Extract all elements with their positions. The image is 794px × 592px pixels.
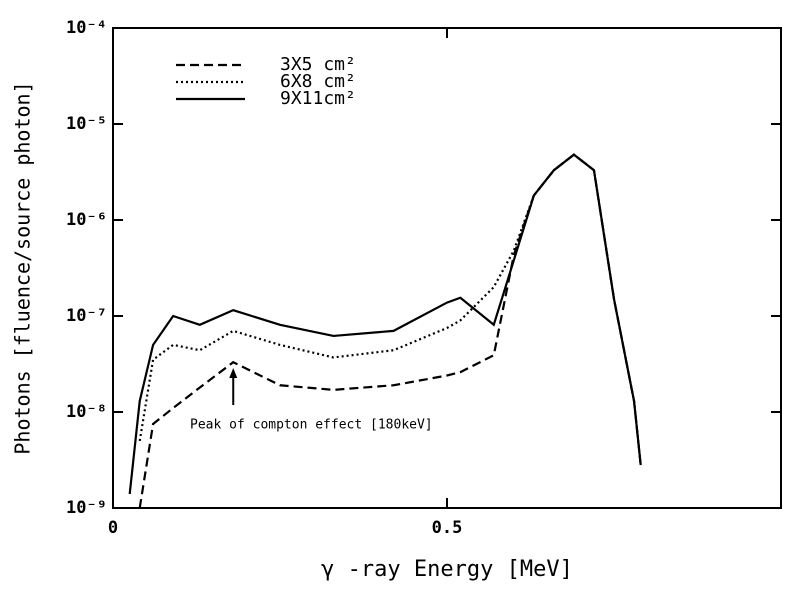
annotation-arrowhead [229,368,238,378]
y-tick-label: 10⁻⁵ [66,114,107,134]
y-tick-label: 10⁻⁶ [66,210,107,230]
y-tick-label: 10⁻⁹ [66,498,107,518]
annotation: Peak of compton effect [180keV] [190,418,433,433]
y-tick-label: 10⁻⁴ [66,18,107,38]
y-tick-label: 10⁻⁷ [66,306,107,326]
legend-label: 3X5 cm² [280,54,356,75]
legend-label: 9X11cm² [280,88,356,109]
legend-label: 6X8 cm² [280,71,356,92]
x-tick-label: 0.5 [432,518,463,538]
y-axis-label: Photons [fluence/source photon] [11,81,35,454]
y-tick-label: 10⁻⁸ [66,402,107,422]
x-axis-label: γ -ray Energy [MeV] [321,557,573,582]
x-tick-label: 0 [108,518,118,538]
data-line [128,153,642,495]
